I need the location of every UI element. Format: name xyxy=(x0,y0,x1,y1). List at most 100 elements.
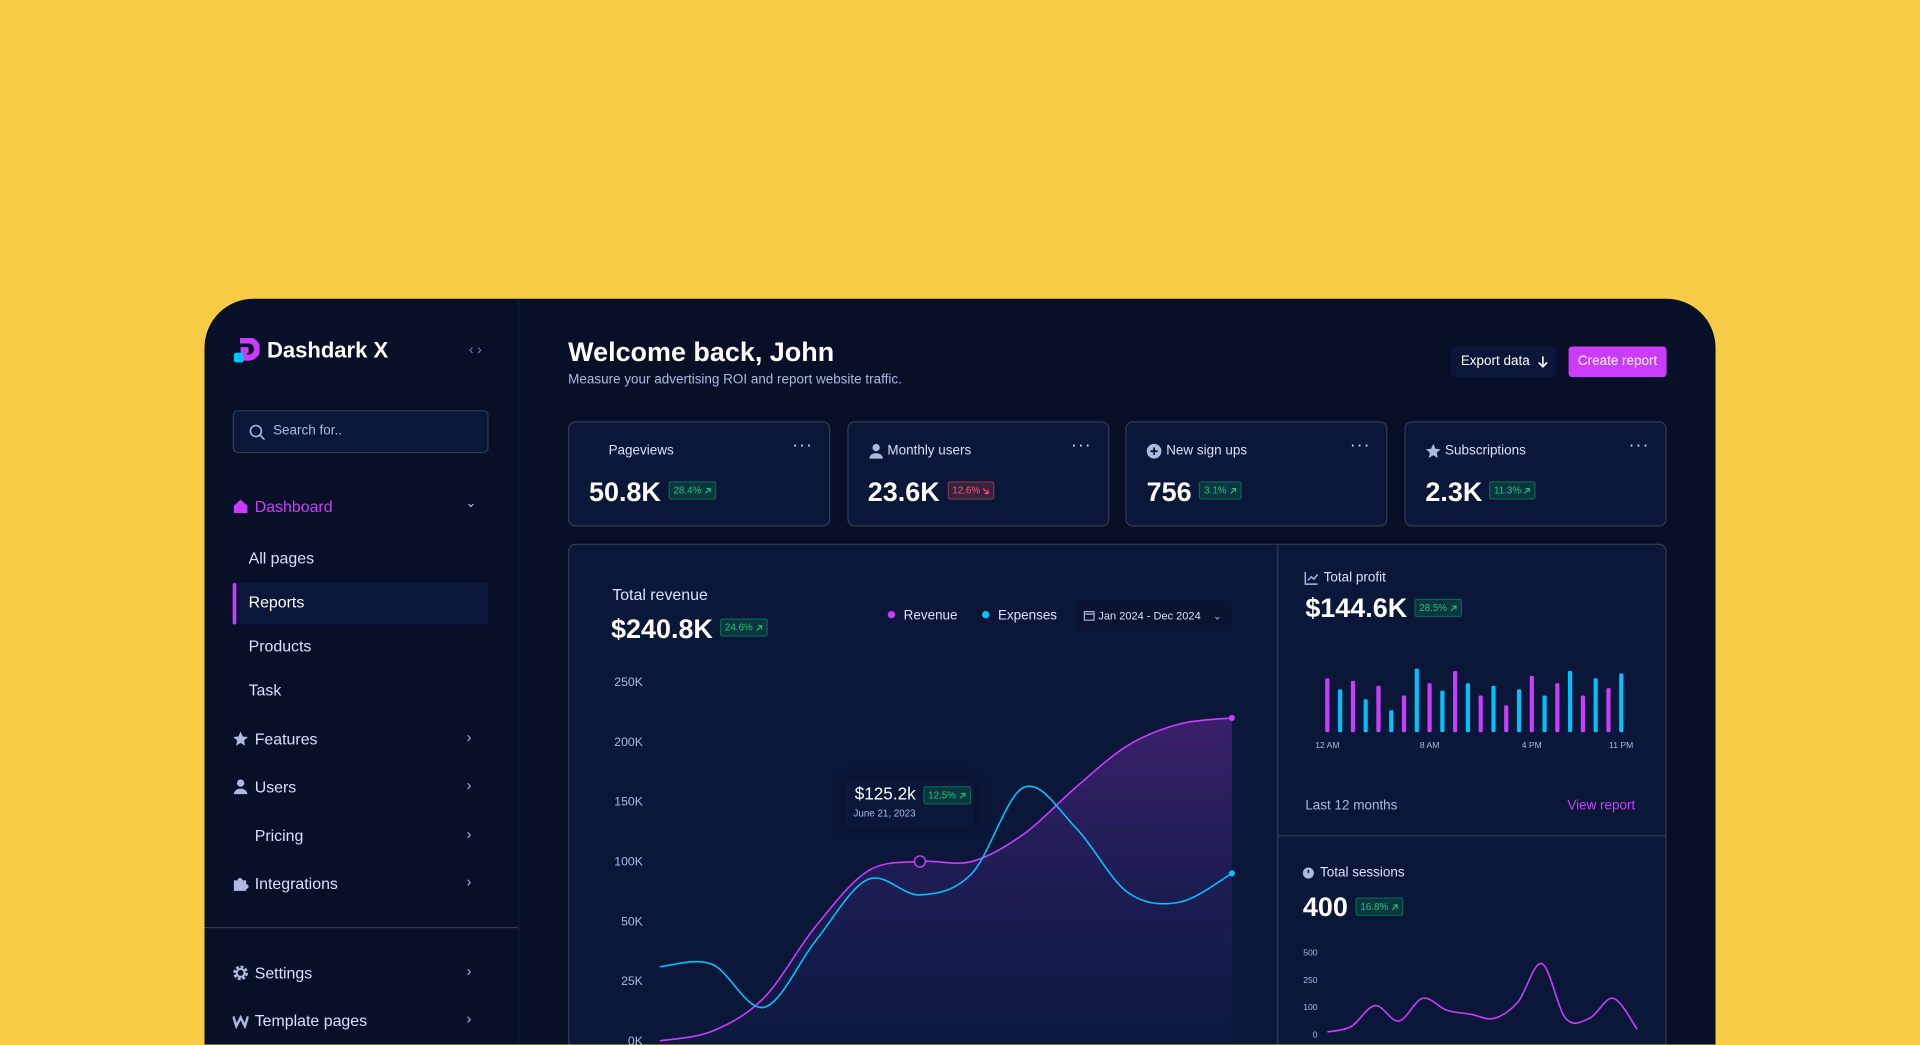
nav-item[interactable]: Integrations xyxy=(254,874,338,893)
nav-item[interactable]: Settings xyxy=(254,963,313,983)
y-tick-label: 150K xyxy=(614,795,643,809)
trend-arrow xyxy=(1391,903,1398,910)
chevron: › xyxy=(466,962,472,980)
date-range-label: Jan 2024 - Dec 2024 xyxy=(1098,609,1201,623)
bar xyxy=(1516,689,1522,733)
trend-arrow xyxy=(959,792,966,799)
stat-card: Monthly users ··· 23.6K 12.6% xyxy=(846,421,1110,527)
nav-item[interactable]: Dashboard xyxy=(254,497,333,516)
logo xyxy=(233,337,260,363)
stat-value: 2.3K xyxy=(1425,476,1483,507)
bar xyxy=(1338,689,1343,733)
change-badge: 12.5% xyxy=(923,786,971,805)
stat-label: Pageviews xyxy=(608,443,674,458)
nav-item[interactable]: Users xyxy=(254,777,297,797)
bar xyxy=(1427,683,1432,733)
view-report-link[interactable]: View report xyxy=(1567,798,1636,814)
date-range[interactable]: Jan 2024 - Dec 2024 ⌄ xyxy=(1075,601,1232,631)
trend-arrow xyxy=(983,487,990,494)
change-value: 28.4% xyxy=(673,484,702,496)
legend-dot xyxy=(982,611,990,619)
tooltip-value: $125.2k xyxy=(854,783,916,804)
icon xyxy=(233,499,248,514)
legend-label: Revenue xyxy=(904,608,958,623)
chevron: › xyxy=(466,776,472,794)
change-value: 12.6% xyxy=(952,484,981,496)
card-divider xyxy=(1277,544,1279,1045)
revenue-value: $240.8K xyxy=(611,613,713,645)
icon xyxy=(233,965,248,981)
search-placeholder: Search for.. xyxy=(273,423,342,439)
change-value: 28.5% xyxy=(1419,602,1447,614)
profit-value: $144.6K xyxy=(1305,592,1408,624)
bar xyxy=(1414,668,1419,733)
tooltip: $125.2k June 21, 2023 12.5% xyxy=(844,778,975,828)
bar xyxy=(1619,673,1624,733)
bar xyxy=(1389,710,1394,733)
profit-icon xyxy=(1304,571,1319,585)
sub-nav-item[interactable]: Products xyxy=(248,636,312,656)
search-box[interactable]: Search for.. xyxy=(232,410,489,454)
change-badge: 16.8% xyxy=(1355,897,1403,916)
sub-nav-item[interactable]: Reports xyxy=(248,592,305,612)
line xyxy=(1327,962,1638,1033)
end-point xyxy=(1228,714,1235,721)
nav-item[interactable]: Pricing xyxy=(254,826,304,845)
stat-value: 756 xyxy=(1146,476,1192,507)
icon xyxy=(232,1014,249,1029)
bar xyxy=(1491,685,1496,733)
page-subtitle: Measure your advertising ROI and report … xyxy=(568,372,902,387)
change-value: 3.1% xyxy=(1204,484,1227,496)
change-badge: 28.4% xyxy=(668,481,716,500)
chevron: › xyxy=(466,824,472,842)
more-button[interactable]: ··· xyxy=(1628,434,1650,455)
card-divider xyxy=(1278,835,1666,837)
x-tick-label: 8 AM xyxy=(1420,740,1440,750)
more-button[interactable]: ··· xyxy=(792,434,814,455)
bar xyxy=(1478,695,1483,733)
sub-nav-item[interactable]: All pages xyxy=(248,548,315,567)
page-title: Welcome back, John xyxy=(568,336,835,368)
stat-label: Monthly users xyxy=(887,443,972,458)
chevron: › xyxy=(466,728,472,746)
bar xyxy=(1325,678,1330,733)
collapse-toggle[interactable]: ‹ › xyxy=(468,342,482,358)
change-badge: 28.5% xyxy=(1414,598,1462,618)
change-badge: 3.1% xyxy=(1199,481,1242,500)
nav-item[interactable]: Template pages xyxy=(254,1011,368,1030)
y-tick-label: 100K xyxy=(614,855,643,869)
y-tick-label: 0K xyxy=(628,1034,644,1045)
stat-card: Pageviews ··· 50.8K 28.4% xyxy=(568,421,831,527)
sub-nav-item[interactable]: Task xyxy=(248,680,282,700)
bar xyxy=(1568,671,1573,733)
bar xyxy=(1593,678,1598,733)
legend-label: Expenses xyxy=(998,608,1057,623)
nav-item[interactable]: Features xyxy=(254,729,318,749)
tooltip-point xyxy=(913,855,927,868)
active-highlight xyxy=(232,582,489,625)
x-tick-label: 4 PM xyxy=(1522,740,1542,750)
change-value: 24.6% xyxy=(724,622,753,634)
brand: Dashdark X xyxy=(266,337,389,363)
icon xyxy=(869,443,883,459)
calendar-icon xyxy=(1083,611,1095,621)
divider xyxy=(204,926,518,929)
end-point xyxy=(1228,870,1235,877)
sessions-value: 400 xyxy=(1302,891,1348,923)
profit-footer: Last 12 months xyxy=(1305,798,1398,814)
trend-arrow xyxy=(755,624,762,631)
export-button[interactable]: Export data xyxy=(1451,346,1557,378)
sessions-icon xyxy=(1302,867,1314,879)
sidebar: Dashboard ⌄ All pages Reports Products Task Fe… xyxy=(204,298,520,1045)
bar xyxy=(1350,680,1355,733)
stat-card: Subscriptions ··· 2.3K 11.3% xyxy=(1404,421,1667,527)
more-button[interactable]: ··· xyxy=(1349,434,1371,455)
change-badge: 12.6% xyxy=(947,481,995,500)
bar xyxy=(1504,705,1509,733)
bar xyxy=(1529,675,1534,733)
more-button[interactable]: ··· xyxy=(1071,434,1092,455)
create-report-button[interactable]: Create report xyxy=(1568,346,1667,378)
y-tick-label: 250 xyxy=(1303,975,1318,985)
